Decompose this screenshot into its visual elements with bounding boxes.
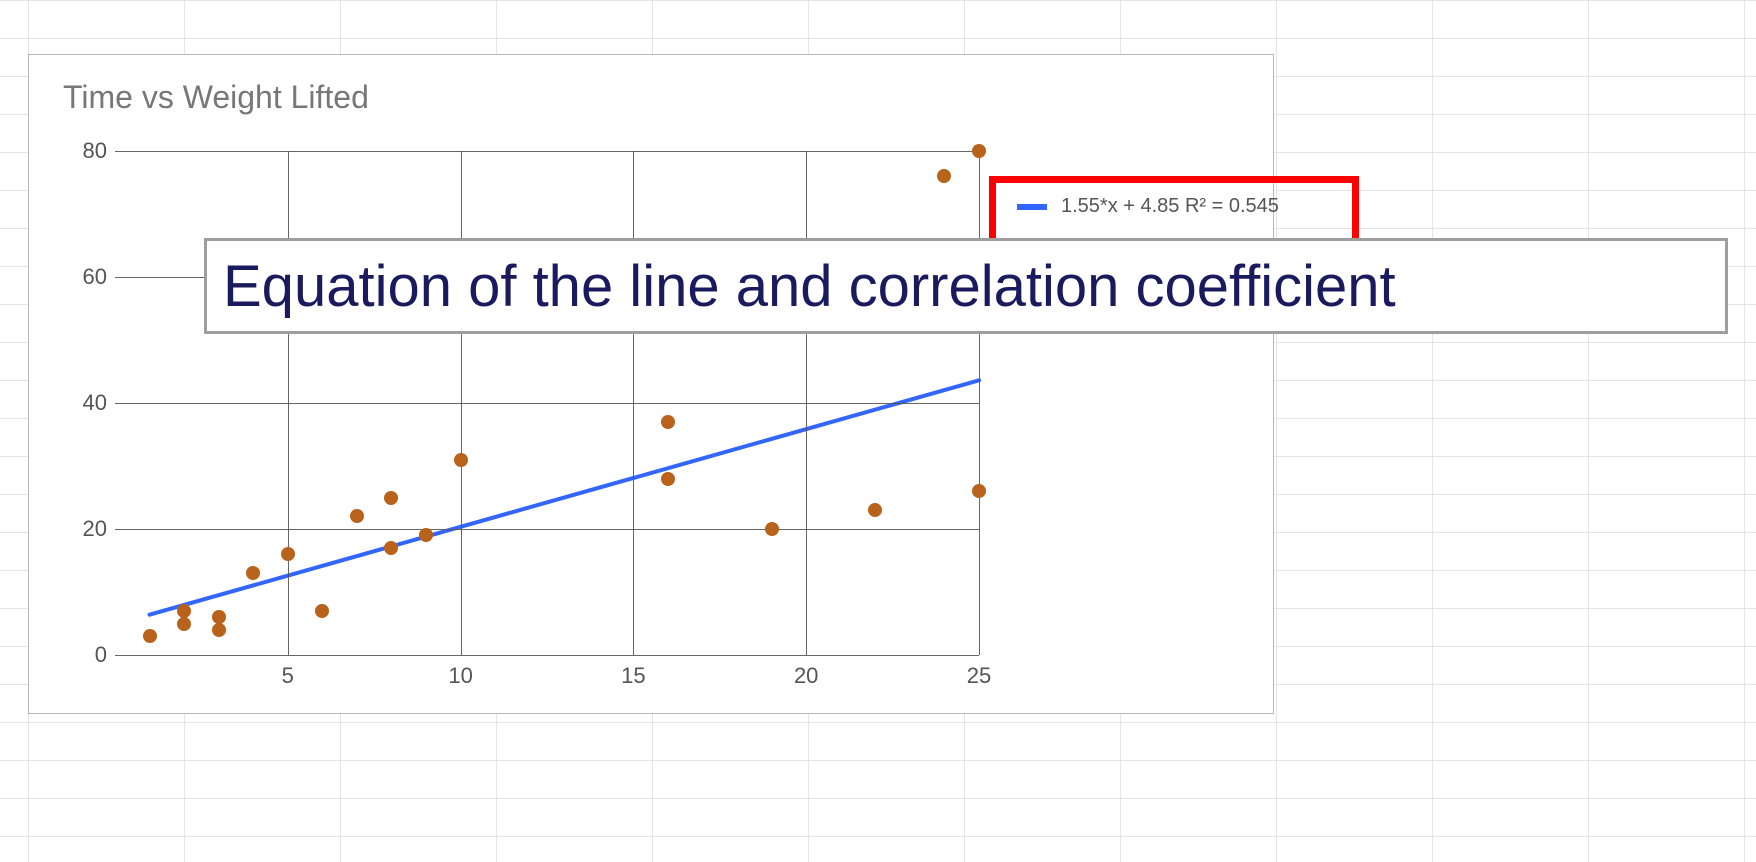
y-tick-label: 40 [83,390,107,416]
y-tick-label: 20 [83,516,107,542]
scatter-point [315,604,329,618]
scatter-point [177,604,191,618]
x-tick-label: 20 [794,663,818,689]
annotation-text: Equation of the line and correlation coe… [223,253,1396,320]
y-tick-label: 0 [95,642,107,668]
y-tick-label: 60 [83,264,107,290]
scatter-point [281,547,295,561]
chart-title: Time vs Weight Lifted [63,79,369,116]
scatter-point [143,629,157,643]
scatter-point [350,509,364,523]
x-gridline [979,151,980,655]
plot-area: 020406080510152025 [115,151,979,655]
scatter-point [661,415,675,429]
scatter-point [384,541,398,555]
scatter-point [454,453,468,467]
scatter-point [177,617,191,631]
scatter-point [765,522,779,536]
legend-highlight-box [989,176,1359,246]
y-gridline [115,403,979,404]
x-gridline [288,151,289,655]
x-tick-label: 25 [967,663,991,689]
scatter-point [661,472,675,486]
y-tick-label: 80 [83,138,107,164]
y-gridline [115,529,979,530]
scatter-point [972,484,986,498]
scatter-point [246,566,260,580]
y-gridline [115,151,979,152]
scatter-point [419,528,433,542]
scatter-point [212,623,226,637]
annotation-callout: Equation of the line and correlation coe… [204,238,1728,334]
scatter-point [937,169,951,183]
scatter-chart: Time vs Weight Lifted 020406080510152025… [28,54,1274,714]
scatter-point [972,144,986,158]
x-gridline [461,151,462,655]
x-gridline [633,151,634,655]
x-tick-label: 10 [448,663,472,689]
x-gridline [806,151,807,655]
x-tick-label: 15 [621,663,645,689]
scatter-point [868,503,882,517]
y-gridline [115,655,979,656]
scatter-point [384,491,398,505]
x-tick-label: 5 [282,663,294,689]
